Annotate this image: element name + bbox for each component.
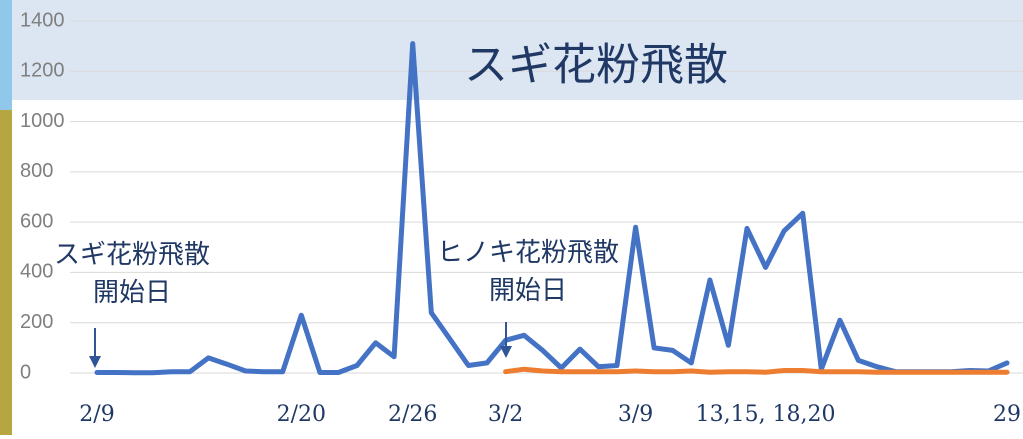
- y-tick-label: 0: [20, 361, 31, 383]
- y-tick-label: 200: [20, 311, 53, 333]
- page: {"chart_data": {"type": "line", "title":…: [0, 0, 1023, 435]
- x-tick-label: 3/2: [488, 402, 523, 427]
- y-tick-label: 1200: [20, 60, 65, 82]
- y-tick-label: 600: [20, 210, 53, 232]
- y-tick-label: 400: [20, 261, 53, 283]
- y-tick-label: 800: [20, 160, 53, 182]
- x-tick-label: 2/26: [388, 402, 437, 427]
- chart: 0 200 400 600 800 1000 1200 1400 2/9 2/20 2/26 3/2 3…: [0, 0, 1023, 435]
- side-sky: [0, 0, 12, 110]
- x-tick-label: 3/9: [618, 402, 653, 427]
- annotation: ヒノキ花粉飛散: [437, 238, 619, 268]
- x-tick-label: 2/20: [277, 402, 326, 427]
- annotation: 開始日: [93, 278, 171, 308]
- x-tick-label: 29: [993, 402, 1021, 427]
- annotation: スギ花粉飛散: [54, 240, 210, 270]
- arrow-head: [89, 356, 101, 368]
- arrow-head: [500, 346, 512, 358]
- chart-title: スギ花粉飛散: [464, 40, 728, 91]
- annotation: 開始日: [489, 276, 567, 306]
- y-tick-label: 1000: [20, 110, 65, 132]
- x-tick-label: 13,15, 18,20: [696, 402, 836, 427]
- y-tick-label: 1400: [20, 9, 65, 31]
- x-tick-label: 2/9: [79, 402, 114, 427]
